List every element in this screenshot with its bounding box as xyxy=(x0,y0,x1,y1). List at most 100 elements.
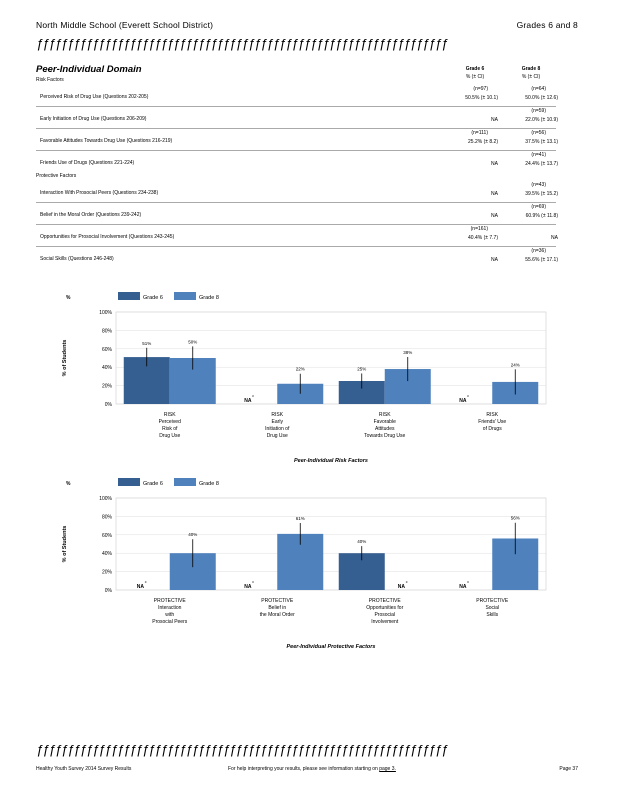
grade6-value: 50.5% (± 10.1) xyxy=(465,95,498,101)
footer-survey-title: Healthy Youth Survey 2014 Survey Results xyxy=(36,766,132,772)
row-divider xyxy=(36,106,556,107)
row-divider xyxy=(36,202,556,203)
row-label: Interaction With Prosocial Peers (Questi… xyxy=(40,190,159,196)
grade6-value: NA xyxy=(491,257,498,263)
risk-factors-chart: Grade 6 Grade 8% 0% 20% 40% 60% 80% 100% % of St… xyxy=(62,292,547,464)
grade6-n: (n=97) xyxy=(473,86,488,92)
legend-label: Grade 8 xyxy=(199,295,219,301)
category-label: RISK xyxy=(379,412,391,418)
legend-label: Grade 8 xyxy=(199,481,219,487)
y-tick-label: 100% xyxy=(99,310,112,316)
row-label: Friends Use of Drugs (Questions 221-224) xyxy=(40,160,135,166)
legend-swatch xyxy=(118,292,140,300)
grade8-n: (n=43) xyxy=(531,182,546,188)
grade8-n: (n=41) xyxy=(531,152,546,158)
grade8-n: (n=69) xyxy=(531,204,546,210)
x-axis-label: Peer-Individual Risk Factors xyxy=(294,458,368,464)
grade6-value: 25.2% (± 8.2) xyxy=(468,139,498,145)
na-marker: c xyxy=(467,580,469,584)
footer-page-number: Page 37 xyxy=(559,766,578,772)
y-tick-label: 20% xyxy=(102,570,113,576)
grade8-value: 39.5% (± 15.2) xyxy=(525,191,558,197)
na-label: NA xyxy=(137,584,145,590)
grade8-value: 22.0% (± 10.9) xyxy=(525,117,558,123)
data-label: 56% xyxy=(511,516,520,521)
col-grade8-sub: % (± CI) xyxy=(521,74,541,80)
category-label: Prosocial xyxy=(374,612,395,618)
grade6-value: NA xyxy=(491,117,498,123)
category-label: RISK xyxy=(164,412,176,418)
footer-help-link[interactable]: page 3. xyxy=(379,766,396,772)
category-label: Favorable xyxy=(374,419,396,425)
grade8-value: 60.9% (± 11.8) xyxy=(525,213,558,219)
y-tick-label: 40% xyxy=(102,365,113,371)
grade8-n: (n=56) xyxy=(531,130,546,136)
legend-label: Grade 6 xyxy=(143,481,163,487)
footer-help-prefix: For help interpreting your results, plea… xyxy=(228,766,378,772)
grades-label: Grades 6 and 8 xyxy=(516,20,578,30)
category-label: Attitudes xyxy=(375,426,395,432)
na-marker: c xyxy=(252,580,254,584)
category-label: RISK xyxy=(271,412,283,418)
y-tick-label: 0% xyxy=(105,588,113,594)
y-tick-label: 80% xyxy=(102,328,113,334)
category-label: PROTECTIVE xyxy=(154,598,187,604)
grade8-value: NA xyxy=(551,235,558,241)
grade8-n: (n=64) xyxy=(531,86,546,92)
y-tick-label: 60% xyxy=(102,347,113,353)
category-label: of Drugs xyxy=(483,426,502,432)
data-label: 24% xyxy=(511,362,520,367)
na-label: NA xyxy=(459,584,467,590)
category-label: Prosocial Peers xyxy=(152,619,188,625)
grade6-n: (n=111) xyxy=(471,130,488,136)
section-title: Peer-Individual Domain xyxy=(36,64,142,75)
row-label: Social Skills (Questions 246-248) xyxy=(40,256,114,262)
grade8-value: 37.5% (± 13.1) xyxy=(525,139,558,145)
na-label: NA xyxy=(244,398,252,404)
grade8-n: (n=59) xyxy=(531,108,546,114)
category-label: Towards Drug Use xyxy=(364,433,405,439)
y-tick-label: 40% xyxy=(102,551,113,557)
legend-swatch xyxy=(174,292,196,300)
category-label: PROTECTIVE xyxy=(476,598,509,604)
grade8-value: 50.0% (± 12.6) xyxy=(525,95,558,101)
row-label: Opportunities for Prosocial Involvement … xyxy=(40,234,175,240)
row-divider xyxy=(36,128,556,129)
category-label: Perceived xyxy=(159,419,181,425)
row-divider xyxy=(36,246,556,247)
category-label: Skills xyxy=(486,612,498,618)
y-tick-label: 100% xyxy=(99,496,112,502)
grade6-n: (n=161) xyxy=(470,226,488,232)
grade6-value: 40.4% (± 7.7) xyxy=(468,235,498,241)
category-label: with xyxy=(165,612,174,618)
chart-corner-mark: % xyxy=(66,295,71,301)
data-label: 40% xyxy=(357,539,366,544)
row-label: Favorable Attitudes Towards Drug Use (Qu… xyxy=(40,138,173,144)
category-label: the Moral Order xyxy=(260,612,295,618)
row-label: Perceived Risk of Drug Use (Questions 20… xyxy=(40,94,149,100)
y-axis-label: % of Students xyxy=(62,340,68,377)
y-axis-label: % of Students xyxy=(62,526,68,563)
category-label: Drug Use xyxy=(159,433,180,439)
na-marker: c xyxy=(467,394,469,398)
school-name: North Middle School (Everett School Dist… xyxy=(36,20,214,30)
grade6-value: NA xyxy=(491,213,498,219)
protective-factors-label: Protective Factors xyxy=(36,173,77,179)
category-label: Involvement xyxy=(371,619,399,625)
bar xyxy=(338,381,385,404)
grade6-value: NA xyxy=(491,161,498,167)
grade8-n: (n=36) xyxy=(531,248,546,254)
row-label: Belief in the Moral Order (Questions 239… xyxy=(40,212,142,218)
category-label: PROTECTIVE xyxy=(369,598,402,604)
y-tick-label: 80% xyxy=(102,514,113,520)
data-label: 40% xyxy=(188,532,197,537)
legend-label: Grade 6 xyxy=(143,295,163,301)
x-axis-label: Peer-Individual Protective Factors xyxy=(287,644,376,650)
data-label: 51% xyxy=(142,341,151,346)
category-label: Social xyxy=(485,605,499,611)
col-grade6-header: Grade 6 xyxy=(465,66,485,72)
category-label: Early xyxy=(272,419,284,425)
category-label: Interaction xyxy=(158,605,182,611)
na-marker: c xyxy=(252,394,254,398)
data-label: 22% xyxy=(296,367,305,372)
